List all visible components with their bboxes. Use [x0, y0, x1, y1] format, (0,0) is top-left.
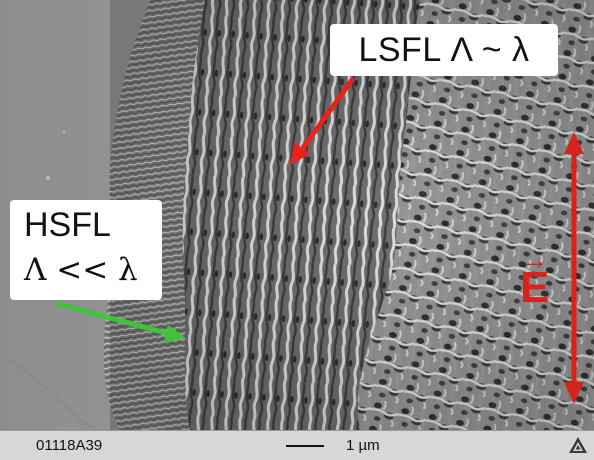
- efield-letter: E: [520, 263, 550, 312]
- hsfl-label-period: Λ << λ: [24, 252, 138, 288]
- lsfl-label: LSFL Λ ~ λ: [330, 24, 558, 76]
- scale-bar-label: 1 µm: [346, 437, 380, 454]
- efield-vector-mark: →: [520, 244, 548, 275]
- efield-double-arrow: [564, 132, 584, 404]
- lsfl-arrow: [290, 77, 355, 165]
- triangle-logo-icon: [569, 437, 587, 453]
- hsfl-label-title: HSFL: [24, 206, 111, 244]
- efield-label: → E: [520, 246, 550, 312]
- scale-bar: [286, 445, 324, 447]
- sem-info-bar: 01118A39 1 µm: [0, 430, 594, 460]
- hsfl-label: HSFL Λ << λ: [10, 200, 162, 300]
- sample-id: 01118A39: [36, 437, 103, 454]
- hsfl-arrow: [55, 301, 186, 343]
